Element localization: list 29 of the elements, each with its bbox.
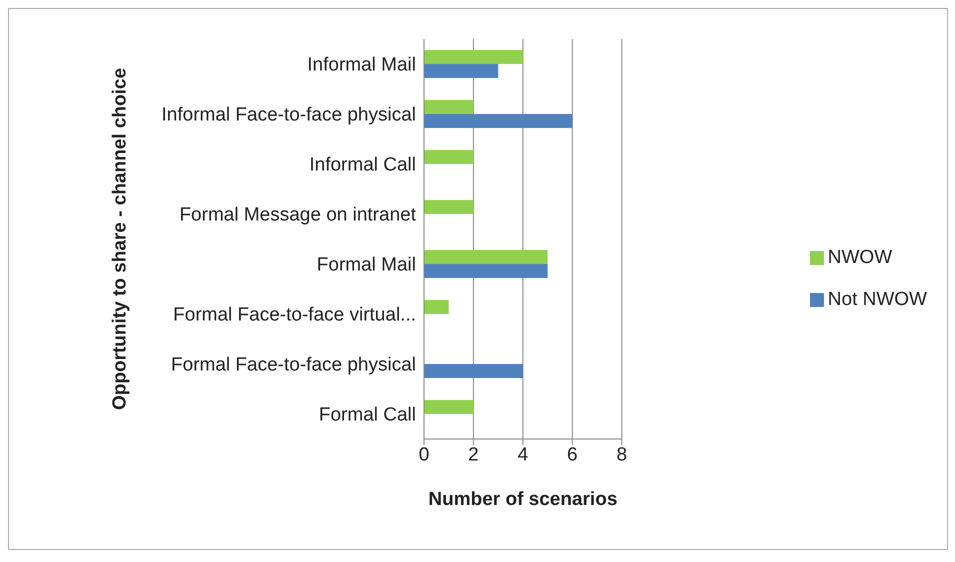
y-tick-label: Informal Call (309, 154, 416, 176)
x-axis-title: Number of scenarios (428, 489, 618, 510)
y-tick-label: Formal Message on intranet (179, 204, 417, 226)
y-tick-label: Informal Face-to-face physical (162, 104, 416, 126)
bar (424, 114, 572, 128)
legend-label: NWOW (828, 247, 892, 268)
bar (424, 50, 523, 64)
x-tick-label: 4 (518, 444, 529, 466)
bar (424, 300, 449, 314)
bar (424, 150, 474, 164)
bar (424, 264, 548, 278)
x-tick-label: 2 (468, 444, 479, 466)
bar (424, 64, 498, 78)
bar (424, 400, 474, 414)
y-axis-title: Opportunity to share - channel choice (110, 68, 131, 410)
y-tick-label: Formal Call (318, 404, 416, 426)
y-tick-label: Formal Mail (316, 254, 416, 276)
bar (424, 100, 474, 114)
bar (424, 200, 474, 214)
legend-label: Not NWOW (828, 289, 927, 310)
y-tick-label: Formal Face-to-face physical (171, 354, 416, 376)
bar (424, 250, 548, 264)
bar (424, 364, 523, 378)
y-tick-label: Formal Face-to-face virtual... (173, 304, 416, 326)
frame: NWOW Not NWOW 0 2 4 6 8 Number of scenarios Informal Mail Informal Face-to-face physical Informal Call Formal Message on intranet Formal Mail Formal Face-to-face virtual... Formal Face-to-face physical Formal Call Opportunity to share - channel choice (8, 8, 948, 550)
x-tick-label: 6 (567, 444, 578, 466)
y-tick-label: Informal Mail (307, 54, 416, 76)
x-tick-label: 8 (616, 444, 628, 466)
x-tick-label: 0 (418, 444, 430, 466)
